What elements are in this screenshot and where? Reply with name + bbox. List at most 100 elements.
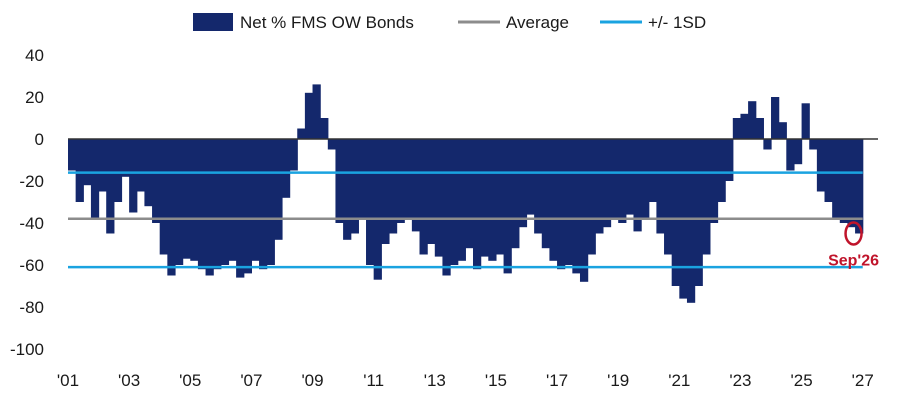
bar xyxy=(304,92,314,139)
y-tick-label: -60 xyxy=(19,256,44,275)
bars xyxy=(68,84,864,303)
bar xyxy=(793,139,803,165)
bar xyxy=(503,139,512,274)
bar xyxy=(694,139,703,286)
bar xyxy=(549,139,558,261)
bar xyxy=(366,139,375,265)
bar xyxy=(641,139,650,219)
bar xyxy=(205,139,214,276)
bar xyxy=(152,139,161,223)
x-tick-label: '23 xyxy=(729,371,751,390)
bar xyxy=(404,139,413,219)
bar xyxy=(686,139,696,303)
legend-label: +/- 1SD xyxy=(648,13,706,32)
bar xyxy=(855,139,864,234)
bar xyxy=(816,139,826,192)
bar xyxy=(771,97,780,139)
bar xyxy=(778,122,787,139)
bar xyxy=(618,139,627,223)
bar xyxy=(190,139,199,261)
legend-label: Net % FMS OW Bonds xyxy=(240,13,414,32)
bar xyxy=(809,139,818,150)
bar xyxy=(83,139,92,186)
y-tick-label: -40 xyxy=(19,214,44,233)
y-tick-label: 20 xyxy=(25,88,44,107)
bar xyxy=(702,139,711,255)
bar xyxy=(511,139,520,249)
bar xyxy=(465,139,474,249)
annotation-circle xyxy=(844,221,863,246)
reference-lines xyxy=(68,171,863,269)
bar xyxy=(411,139,421,232)
bar xyxy=(732,118,742,139)
legend: Net % FMS OW Bonds Average +/- 1SD xyxy=(193,13,706,32)
bar xyxy=(106,139,115,234)
bar xyxy=(480,139,489,257)
x-tick-label: '09 xyxy=(301,371,323,390)
bar xyxy=(648,139,657,202)
legend-item: Net % FMS OW Bonds xyxy=(193,13,414,32)
bar xyxy=(488,139,497,261)
bar xyxy=(213,139,222,270)
bar xyxy=(419,139,428,255)
bar xyxy=(442,139,451,276)
bar xyxy=(625,139,635,215)
bar xyxy=(434,139,444,257)
bar xyxy=(473,139,482,270)
bar xyxy=(801,103,810,139)
bar xyxy=(220,139,230,265)
legend-item: Average xyxy=(458,13,569,32)
bar xyxy=(327,139,337,150)
x-tick-label: '17 xyxy=(546,371,568,390)
bar xyxy=(388,139,398,234)
bar xyxy=(281,139,291,198)
bar xyxy=(755,118,764,139)
x-tick-label: '11 xyxy=(363,371,384,390)
bar xyxy=(274,139,283,240)
x-tick-label: '15 xyxy=(485,371,507,390)
x-tick-label: '19 xyxy=(607,371,629,390)
bar xyxy=(847,139,856,228)
bar xyxy=(266,139,275,265)
bar xyxy=(564,139,573,265)
bar xyxy=(182,139,191,259)
bar xyxy=(236,139,245,278)
x-tick-label: '21 xyxy=(668,371,690,390)
bar xyxy=(197,139,207,270)
bar xyxy=(129,139,138,213)
bar xyxy=(174,139,184,265)
bar xyxy=(518,139,528,228)
bar xyxy=(312,84,321,139)
bar xyxy=(740,113,749,139)
bar xyxy=(373,139,382,280)
y-tick-label: -100 xyxy=(10,340,44,359)
bar xyxy=(709,139,719,223)
bar xyxy=(572,139,581,274)
bar xyxy=(251,139,260,261)
bar xyxy=(450,139,459,265)
bar xyxy=(343,139,352,240)
x-tick-label: '03 xyxy=(118,371,140,390)
bar xyxy=(587,139,596,255)
y-tick-label: -20 xyxy=(19,172,44,191)
legend-label: Average xyxy=(506,13,569,32)
bar xyxy=(320,118,329,139)
bar xyxy=(633,139,642,232)
bar xyxy=(595,139,604,234)
legend-swatch xyxy=(193,13,233,31)
bar xyxy=(335,139,344,223)
x-tick-label: '01 xyxy=(57,371,79,390)
x-axis: '01 '03 '05 '07 '09 '11 '13 '15 '17 '19 '21 '23 '25 '… xyxy=(57,371,874,390)
bar xyxy=(289,139,298,171)
bar xyxy=(228,139,237,261)
bar xyxy=(75,139,84,202)
bar xyxy=(259,139,268,270)
bar xyxy=(90,139,100,219)
bar xyxy=(763,139,772,150)
bar xyxy=(358,139,367,219)
bar xyxy=(526,139,535,215)
x-tick-label: '05 xyxy=(179,371,201,390)
annotation-label: Sep'26 xyxy=(828,253,879,270)
bar xyxy=(495,139,505,255)
